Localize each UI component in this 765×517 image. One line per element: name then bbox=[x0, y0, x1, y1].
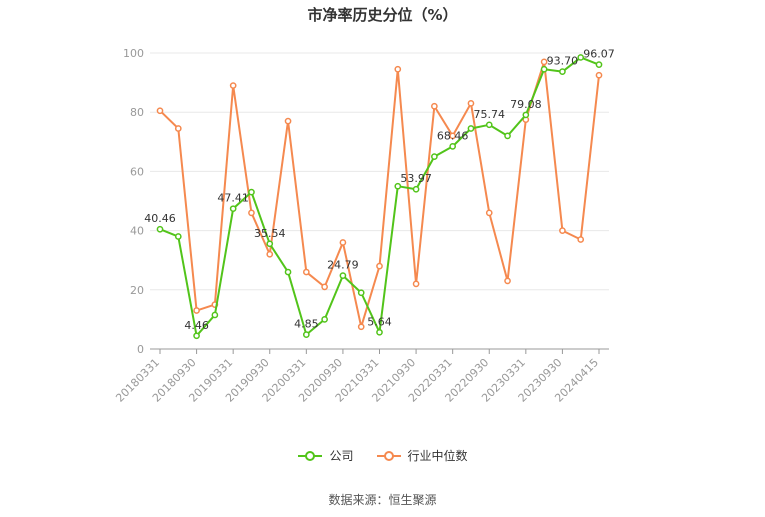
chart-title: 市净率历史分位（%） bbox=[307, 6, 458, 24]
data-labels: 40.46 4.46 47.41 35.54 4.85 24.79 5.64 53.97 68.… bbox=[144, 48, 615, 332]
legend-industry-marker-icon bbox=[376, 450, 401, 461]
y-tick-label: 20 bbox=[130, 284, 144, 297]
company-point[interactable] bbox=[248, 188, 255, 196]
industry-point[interactable] bbox=[467, 99, 475, 107]
industry-point[interactable] bbox=[248, 209, 255, 217]
y-tick-label: 0 bbox=[137, 343, 144, 356]
industry-point[interactable] bbox=[577, 236, 585, 243]
data-label: 47.41 bbox=[217, 192, 249, 205]
company-point[interactable] bbox=[559, 68, 566, 75]
industry-point[interactable] bbox=[412, 280, 420, 288]
company-point[interactable] bbox=[595, 61, 603, 68]
company-point[interactable] bbox=[412, 185, 420, 193]
legend-industry-label: 行业中位数 bbox=[407, 449, 468, 463]
data-label: 93.70 bbox=[547, 55, 579, 68]
industry-point[interactable] bbox=[174, 125, 182, 132]
industry-point[interactable] bbox=[357, 323, 365, 331]
company-point[interactable] bbox=[302, 331, 310, 338]
company-point[interactable] bbox=[156, 225, 164, 233]
industry-point[interactable] bbox=[504, 277, 511, 285]
legend-company-marker-icon bbox=[298, 450, 323, 461]
industry-point[interactable] bbox=[284, 117, 292, 125]
data-label: 5.64 bbox=[367, 315, 392, 328]
industry-point[interactable] bbox=[266, 250, 274, 258]
industry-point[interactable] bbox=[302, 268, 310, 276]
data-label: 24.79 bbox=[327, 259, 359, 272]
data-source: 数据来源：恒生聚源 bbox=[328, 493, 437, 507]
company-point[interactable] bbox=[577, 54, 585, 61]
company-point[interactable] bbox=[266, 240, 274, 248]
industry-point[interactable] bbox=[559, 227, 566, 234]
company-point[interactable] bbox=[504, 132, 511, 140]
company-point[interactable] bbox=[357, 289, 365, 297]
legend-item-industry[interactable]: 行业中位数 bbox=[376, 447, 468, 464]
industry-point[interactable] bbox=[485, 209, 493, 217]
company-point[interactable] bbox=[174, 233, 182, 240]
legend: 公司 行业中位数 bbox=[0, 447, 765, 464]
data-label: 53.97 bbox=[400, 172, 432, 185]
legend-company-label: 公司 bbox=[329, 449, 354, 463]
company-point[interactable] bbox=[485, 121, 493, 129]
y-tick-label: 60 bbox=[130, 165, 144, 178]
company-point[interactable] bbox=[467, 125, 475, 132]
data-label: 35.54 bbox=[254, 227, 286, 240]
data-label: 40.46 bbox=[144, 212, 176, 225]
industry-point[interactable] bbox=[156, 107, 164, 115]
data-label: 68.46 bbox=[437, 129, 469, 142]
company-point[interactable] bbox=[321, 316, 328, 323]
industry-point[interactable] bbox=[339, 239, 347, 246]
data-label: 75.74 bbox=[474, 108, 506, 121]
company-point[interactable] bbox=[522, 111, 530, 119]
series-lines bbox=[156, 54, 603, 340]
company-point[interactable] bbox=[394, 182, 402, 190]
legend-item-company[interactable]: 公司 bbox=[297, 447, 354, 464]
industry-point[interactable] bbox=[321, 283, 328, 291]
y-tick-label: 40 bbox=[130, 225, 144, 238]
y-tick-label: 100 bbox=[123, 47, 144, 60]
industry-point[interactable] bbox=[394, 65, 402, 73]
industry-point[interactable] bbox=[229, 82, 237, 89]
industry-point[interactable] bbox=[431, 102, 438, 110]
data-label: 4.85 bbox=[294, 318, 319, 331]
company-point[interactable] bbox=[193, 332, 200, 340]
industry-point[interactable] bbox=[376, 262, 383, 270]
data-label: 79.08 bbox=[510, 98, 542, 111]
industry-point[interactable] bbox=[449, 132, 457, 140]
company-point[interactable] bbox=[376, 328, 383, 336]
company-point[interactable] bbox=[540, 65, 548, 73]
y-tick-label: 80 bbox=[130, 106, 144, 119]
industry-point[interactable] bbox=[540, 58, 548, 66]
line-chart: 0204060801002018033120180930201903312019… bbox=[113, 47, 615, 405]
industry-point[interactable] bbox=[193, 307, 200, 314]
company-point[interactable] bbox=[284, 268, 292, 276]
company-point[interactable] bbox=[339, 272, 347, 279]
company-point[interactable] bbox=[229, 205, 237, 213]
company-point[interactable] bbox=[211, 311, 219, 319]
data-label: 96.07 bbox=[583, 48, 615, 61]
company-point[interactable] bbox=[449, 143, 457, 150]
grid-lines bbox=[150, 52, 609, 291]
data-label: 4.46 bbox=[184, 319, 209, 332]
industry-point[interactable] bbox=[595, 71, 603, 79]
company-point[interactable] bbox=[431, 153, 438, 160]
